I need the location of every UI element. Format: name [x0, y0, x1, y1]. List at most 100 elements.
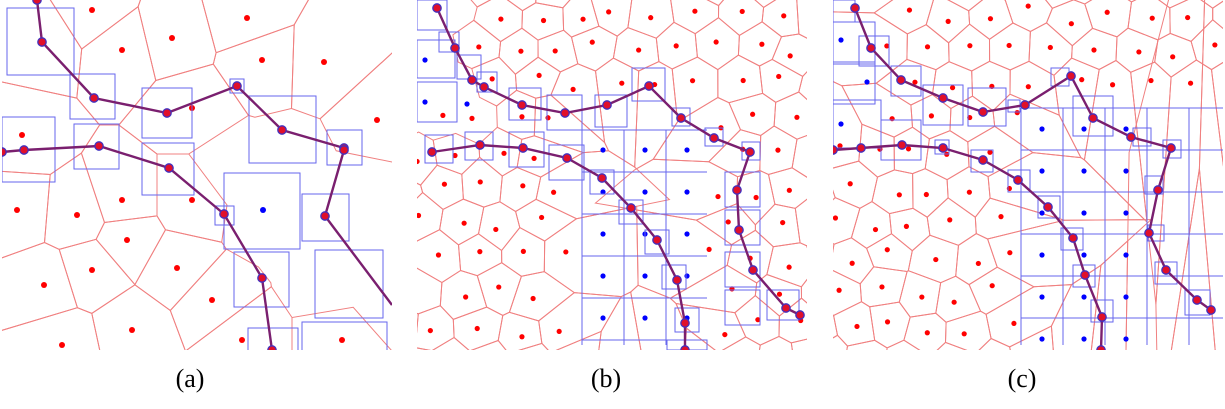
- quadtree-box: [704, 127, 724, 147]
- voronoi-cell: [58, 238, 136, 314]
- curve-vertex: [450, 43, 460, 53]
- site-dot: [776, 291, 783, 297]
- voronoi-cell: [833, 81, 863, 169]
- voronoi-cell: [893, 126, 930, 175]
- interior-dot: [1039, 252, 1045, 258]
- curve-vertex: [432, 3, 442, 13]
- site-dot: [951, 299, 957, 305]
- quadtree-box: [247, 327, 299, 350]
- curve-vertex: [897, 140, 907, 150]
- interior-dot: [1081, 168, 1087, 174]
- quadtree-box: [741, 141, 761, 161]
- voronoi-cell: [1190, 19, 1223, 71]
- interior-dot: [600, 147, 606, 153]
- curve-vertex: [938, 143, 948, 153]
- quadtree-box: [724, 289, 761, 326]
- quadtree-box: [314, 249, 384, 319]
- site-dot: [1212, 42, 1218, 48]
- curve-vertex: [267, 345, 277, 350]
- curve-vertex: [978, 107, 988, 117]
- site-dot: [884, 319, 891, 325]
- site-dot: [496, 284, 502, 290]
- curve-vertex: [257, 273, 267, 283]
- voronoi-cell: [432, 336, 470, 350]
- voronoi-cell: [1050, 264, 1102, 350]
- quadtree-box: [248, 95, 317, 164]
- voronoi-cell: [936, 341, 968, 350]
- voronoi-cell: [2, 241, 79, 331]
- site-dot: [781, 13, 787, 19]
- quadtree-box: [1162, 139, 1182, 159]
- curve-vertex: [560, 108, 570, 118]
- site-dot: [580, 16, 586, 22]
- site-dot: [755, 317, 761, 323]
- site-dot: [872, 226, 879, 233]
- site-dot: [879, 284, 885, 290]
- site-dot: [794, 114, 800, 120]
- interior-dot: [1039, 210, 1045, 216]
- curve-vertex: [732, 185, 742, 195]
- voronoi-cell: [846, 339, 888, 350]
- interior-dot: [1081, 210, 1087, 216]
- panel-c: [833, 0, 1223, 350]
- quadtree-box: [141, 87, 193, 139]
- voronoi-cell: [538, 292, 623, 350]
- site-dot: [692, 8, 698, 14]
- site-dot: [463, 294, 469, 300]
- voronoi-cell: [944, 310, 992, 350]
- curve-vertex: [597, 173, 607, 183]
- site-dot: [636, 47, 642, 53]
- voronoi-cell: [319, 52, 392, 163]
- curve-polyline: [833, 143, 1104, 350]
- voronoi-cell: [790, 338, 807, 350]
- quadtree-box: [890, 65, 922, 97]
- interior-dot: [600, 315, 606, 321]
- voronoi-cell: [1212, 0, 1223, 30]
- site-dot: [606, 9, 612, 15]
- quadtree-box: [548, 144, 585, 181]
- curve-vertex: [1161, 265, 1171, 275]
- site-dot: [519, 334, 525, 340]
- voronoi-cell: [794, 198, 807, 247]
- site-dot: [713, 39, 719, 45]
- voronoi-cell: [1009, 325, 1054, 350]
- voronoi-cell: [439, 198, 485, 246]
- quadtree-box: [1184, 289, 1211, 316]
- site-dot: [1170, 54, 1176, 60]
- site-dot: [1006, 42, 1012, 49]
- site-dot: [989, 283, 995, 289]
- site-dot: [1149, 15, 1155, 21]
- interior-dot: [600, 189, 606, 195]
- voronoi-cell: [201, 0, 309, 54]
- voronoi-cell: [955, 233, 998, 286]
- site-dot: [531, 155, 537, 161]
- site-dot: [987, 149, 993, 155]
- voronoi-cell: [137, 0, 217, 82]
- voronoi-cell: [850, 201, 893, 249]
- curve-vertex: [232, 81, 242, 91]
- voronoi-cell: [798, 71, 807, 101]
- voronoi-cell: [1083, 59, 1148, 224]
- site-dot: [924, 44, 931, 50]
- voronoi-cell: [186, 285, 293, 350]
- quadtree-box: [1144, 175, 1164, 195]
- site-dot: [14, 207, 20, 213]
- site-dot: [119, 47, 125, 53]
- site-dot: [19, 132, 25, 138]
- quadtree-box: [674, 307, 700, 333]
- site-dot: [417, 212, 422, 219]
- site-dot: [787, 53, 793, 59]
- curve-vertex: [978, 155, 988, 165]
- site-dot: [520, 183, 526, 189]
- site-dot: [441, 181, 448, 187]
- voronoi-cell: [417, 191, 444, 242]
- site-dot: [753, 194, 759, 201]
- site-dot: [1025, 84, 1031, 90]
- site-dot: [1007, 250, 1013, 256]
- curve-vertex: [517, 100, 527, 110]
- voronoi-cell: [773, 91, 807, 140]
- site-dot: [41, 282, 47, 288]
- curve-vertex: [1013, 175, 1023, 185]
- voronoi-cell: [671, 56, 719, 123]
- curve-vertex: [795, 310, 805, 320]
